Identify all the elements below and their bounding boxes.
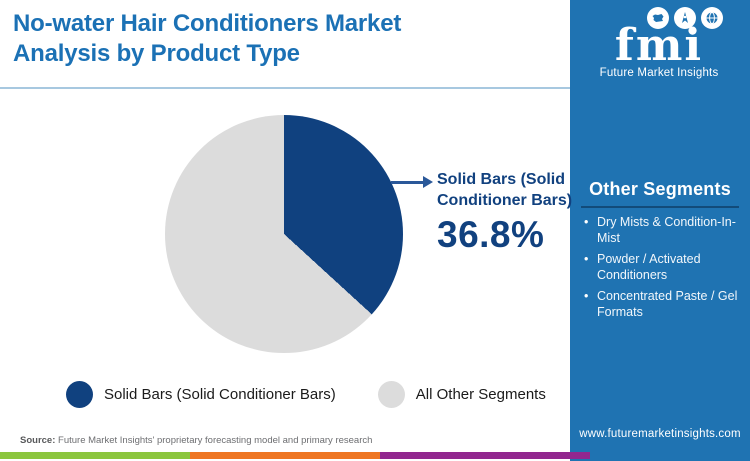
- page-title: No-water Hair Conditioners Market Analys…: [13, 9, 558, 69]
- fmi-name: Future Market Insights: [599, 67, 719, 79]
- fmi-logo: fmi Future Market Insights: [593, 7, 725, 79]
- legend-item: Solid Bars (Solid Conditioner Bars): [66, 381, 336, 408]
- legend-dot: [66, 381, 93, 408]
- logo-icon-row: [593, 7, 725, 29]
- callout-arrow: [391, 181, 424, 184]
- other-segment-item: Powder / Activated Conditioners: [583, 252, 741, 283]
- fmi-monogram: fmi: [614, 20, 704, 71]
- pie-chart: [165, 115, 403, 353]
- map-icon: [647, 7, 669, 29]
- legend-label: Solid Bars (Solid Conditioner Bars): [104, 386, 336, 403]
- other-segments-list: Dry Mists & Condition-In-Mist Powder / Ac…: [583, 215, 741, 326]
- page-title-line2: Analysis by Product Type: [13, 40, 300, 67]
- legend: Solid Bars (Solid Conditioner Bars) All O…: [66, 381, 546, 408]
- stripe-segment: [0, 452, 190, 459]
- source-text: Future Market Insights' proprietary fore…: [58, 435, 373, 446]
- website-link[interactable]: www.futuremarketinsights.com: [579, 428, 741, 440]
- callout-value: 36.8%: [437, 214, 545, 255]
- stripe-segment: [380, 452, 590, 459]
- stripe-segment: [190, 452, 380, 459]
- other-segments-divider: [581, 206, 739, 208]
- source-label: Source:: [20, 435, 56, 446]
- callout-label: Solid Bars (Solid Conditioner Bars): [437, 171, 573, 209]
- footer-stripe: [0, 452, 590, 459]
- callout-arrow-head: [423, 176, 433, 188]
- page-title-line1: No-water Hair Conditioners Market: [13, 10, 402, 37]
- other-segment-item: Dry Mists & Condition-In-Mist: [583, 215, 741, 246]
- globe-icon: [701, 7, 723, 29]
- legend-dot: [377, 381, 405, 408]
- compass-icon: [674, 7, 696, 29]
- other-segments-title: Other Segments: [589, 179, 731, 199]
- legend-label: All Other Segments: [415, 386, 546, 403]
- legend-item: All Other Segments: [377, 381, 546, 408]
- title-divider: [0, 87, 570, 89]
- other-segment-item: Concentrated Paste / Gel Formats: [583, 289, 741, 320]
- pie-callout: Solid Bars (Solid Conditioner Bars) 36.8…: [437, 170, 582, 256]
- source-note: Source: Future Market Insights' propriet…: [20, 435, 372, 446]
